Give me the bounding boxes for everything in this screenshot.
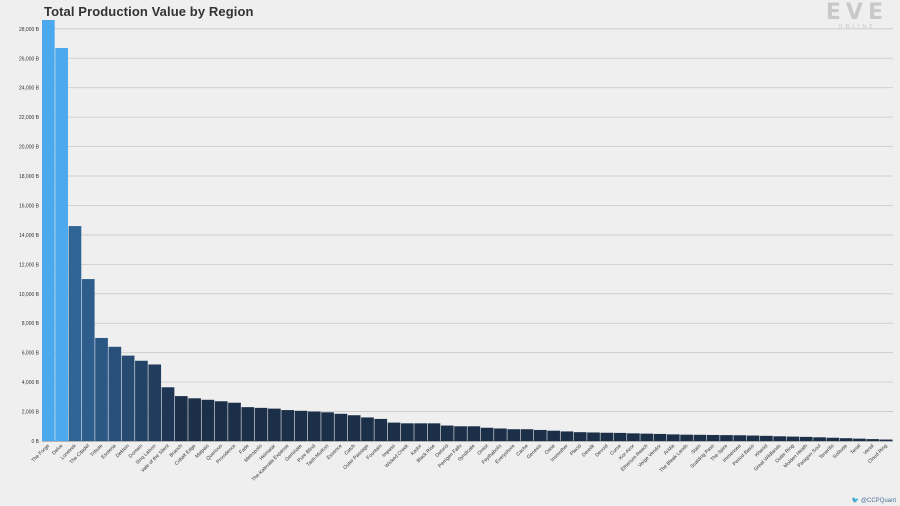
bar	[494, 428, 507, 441]
bar	[839, 438, 853, 441]
bar	[334, 413, 348, 441]
bar	[720, 435, 733, 441]
bar	[640, 433, 654, 441]
bar	[573, 432, 587, 441]
bar	[866, 439, 880, 441]
x-tick-label: Genesis	[526, 443, 544, 461]
bar	[853, 438, 866, 441]
y-tick-label: 18,000 B	[19, 174, 40, 180]
bar	[281, 410, 295, 441]
bar	[440, 425, 454, 441]
bar	[560, 431, 574, 441]
bar	[733, 435, 747, 441]
bar	[760, 435, 773, 441]
bar	[666, 434, 680, 441]
bar	[347, 415, 361, 441]
y-tick-label: 8,000 B	[22, 321, 40, 327]
bar	[228, 402, 241, 441]
bar	[454, 426, 467, 441]
bar	[773, 436, 787, 441]
bar	[188, 398, 201, 441]
y-tick-label: 14,000 B	[19, 233, 40, 239]
bar	[95, 337, 108, 441]
bar	[268, 408, 281, 441]
y-tick-label: 10,000 B	[19, 292, 40, 298]
bar	[799, 436, 813, 441]
bar	[68, 226, 82, 441]
bar	[706, 434, 720, 441]
bar	[427, 423, 441, 441]
bar	[374, 418, 388, 441]
chart-title: Total Production Value by Region	[44, 4, 254, 19]
bar	[361, 417, 374, 441]
bar	[414, 423, 428, 441]
y-tick-label: 24,000 B	[19, 86, 40, 92]
bar	[401, 423, 414, 441]
bar	[786, 436, 800, 441]
x-tick-label: The Forge	[31, 443, 52, 464]
y-tick-label: 12,000 B	[19, 262, 40, 268]
y-tick-label: 6,000 B	[22, 351, 40, 357]
logo-sub-text: ONLINE	[838, 24, 876, 30]
bar	[467, 426, 481, 441]
bar	[879, 439, 893, 441]
bar	[653, 433, 667, 441]
twitter-bird-icon: 🐦	[851, 498, 860, 504]
twitter-credit[interactable]: 🐦 @CCPQuant	[852, 497, 896, 504]
bar	[201, 399, 215, 441]
y-tick-label: 22,000 B	[19, 115, 40, 121]
bar	[813, 437, 826, 441]
x-tick-label: Solitude	[832, 443, 849, 460]
bar	[307, 411, 321, 441]
bar	[613, 432, 627, 441]
bar	[507, 429, 521, 441]
credit-handle: @CCPQuant	[860, 498, 896, 504]
y-tick-label: 20,000 B	[19, 145, 40, 151]
x-tick-label: Devoid	[594, 443, 609, 458]
y-tick-label: 28,000 B	[19, 27, 40, 33]
y-tick-label: 4,000 B	[22, 380, 40, 386]
y-tick-label: 0 B	[31, 439, 39, 445]
x-tick-label: Esoteria	[100, 443, 117, 460]
bar	[42, 20, 55, 441]
bar	[321, 412, 334, 441]
bar	[214, 401, 228, 441]
bar	[533, 429, 547, 441]
bar	[294, 410, 308, 441]
y-tick-label: 2,000 B	[22, 410, 40, 416]
bar	[680, 434, 693, 441]
bar	[480, 427, 494, 441]
bar	[81, 279, 95, 441]
bar	[121, 355, 135, 441]
bar	[55, 47, 68, 441]
bar	[600, 432, 614, 441]
x-tick-label: Derelik	[581, 443, 597, 459]
bar	[746, 435, 760, 441]
bar	[693, 434, 707, 441]
bar	[161, 387, 175, 441]
bar	[254, 407, 268, 441]
bar	[387, 422, 401, 441]
bar	[135, 360, 148, 441]
logo-main-text: EVE	[825, 0, 888, 25]
bar	[241, 407, 255, 441]
bar	[547, 430, 560, 441]
bar	[148, 364, 162, 441]
y-tick-label: 16,000 B	[19, 203, 40, 209]
x-tick-label: Tenal	[849, 443, 862, 456]
bar	[627, 433, 640, 441]
eve-online-logo: EVE ONLINE	[826, 2, 888, 31]
bar	[587, 432, 600, 441]
bar	[520, 429, 534, 441]
bar	[174, 396, 188, 441]
bar	[108, 346, 122, 441]
bar	[826, 437, 840, 441]
y-tick-label: 26,000 B	[19, 56, 40, 62]
